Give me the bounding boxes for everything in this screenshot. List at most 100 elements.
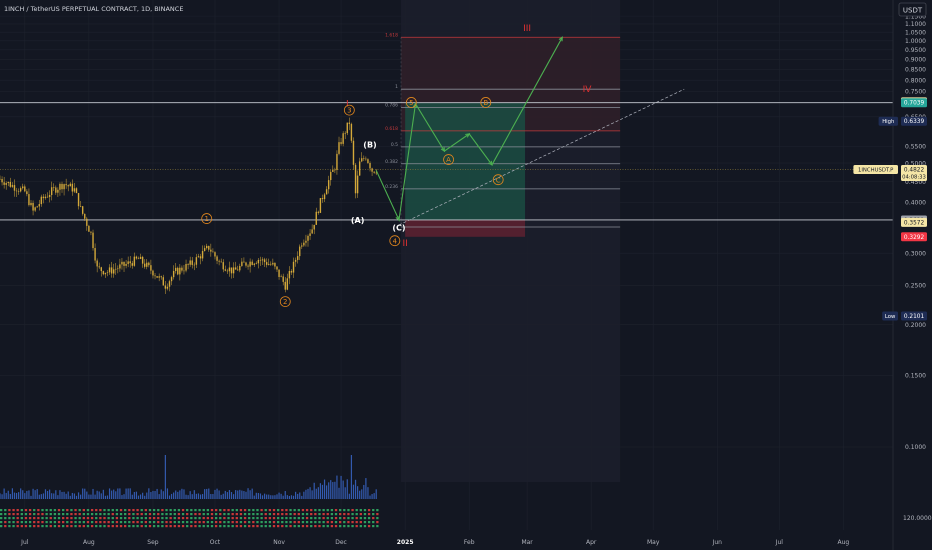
volume-bar bbox=[259, 493, 262, 499]
oscillator-cell bbox=[124, 517, 127, 520]
oscillator-cell bbox=[289, 517, 292, 520]
volume-bar bbox=[73, 493, 76, 499]
candle-body bbox=[50, 187, 53, 196]
volume-bar bbox=[24, 493, 26, 499]
oscillator-cell bbox=[214, 525, 218, 528]
oscillator-cell bbox=[281, 525, 284, 528]
volume-bar bbox=[146, 492, 148, 499]
currency-button[interactable]: USDT bbox=[898, 2, 927, 17]
candle-body bbox=[48, 195, 51, 197]
oscillator-cell bbox=[347, 513, 350, 516]
candle-body bbox=[137, 258, 140, 260]
candle-body bbox=[363, 158, 365, 159]
volume-bar bbox=[224, 490, 226, 499]
wave-label: (B) bbox=[363, 141, 376, 150]
oscillator-cell bbox=[8, 521, 11, 524]
oscillator-cell bbox=[140, 517, 143, 520]
volume-bar bbox=[28, 490, 30, 499]
candle-body bbox=[36, 206, 38, 208]
candle-body bbox=[369, 163, 371, 169]
oscillator-cell bbox=[281, 517, 284, 520]
y-tick-label: 0.9500 bbox=[905, 47, 926, 54]
oscillator-cell bbox=[235, 509, 238, 512]
oscillator-cell bbox=[115, 525, 119, 528]
volume-bar bbox=[69, 495, 71, 499]
candle-body bbox=[214, 252, 216, 257]
oscillator-cell bbox=[198, 509, 201, 512]
oscillator-cell bbox=[62, 517, 65, 520]
wave-label: 1 bbox=[204, 215, 208, 223]
candle-body bbox=[210, 249, 212, 252]
candle-body bbox=[175, 267, 177, 272]
oscillator-cell bbox=[12, 509, 15, 512]
volume-bar bbox=[100, 493, 102, 499]
price-tag-caption: Low bbox=[885, 314, 896, 320]
candle-body bbox=[46, 196, 49, 198]
oscillator-cell bbox=[347, 517, 350, 520]
oscillator-cell bbox=[214, 521, 218, 524]
oscillator-cell bbox=[376, 513, 379, 516]
oscillator-cell bbox=[74, 525, 77, 528]
volume-bar bbox=[212, 494, 214, 499]
volume-bar bbox=[133, 492, 135, 499]
candle-body bbox=[26, 191, 28, 195]
oscillator-cell bbox=[190, 513, 193, 516]
candle-body bbox=[40, 196, 43, 205]
volume-bar bbox=[294, 491, 297, 499]
volume-bar bbox=[206, 488, 208, 499]
oscillator-cell bbox=[140, 513, 143, 516]
candle-body bbox=[199, 256, 202, 259]
volume-bar bbox=[144, 495, 146, 499]
volume-bar bbox=[32, 488, 34, 499]
volume-bar bbox=[59, 490, 61, 499]
oscillator-cell bbox=[95, 525, 98, 528]
oscillator-cell bbox=[49, 521, 52, 524]
volume-bar bbox=[57, 495, 59, 499]
volume-bar bbox=[216, 488, 218, 499]
price-tag-caption-box bbox=[853, 164, 898, 174]
candle-body bbox=[350, 123, 353, 141]
oscillator-cell bbox=[12, 517, 15, 520]
price-tag-value: 0.4822 bbox=[904, 167, 925, 173]
oscillator-cell bbox=[243, 525, 247, 528]
volume-bar bbox=[249, 490, 251, 499]
volume-bar bbox=[104, 495, 107, 499]
volume-bar bbox=[98, 491, 100, 499]
volume-bar bbox=[22, 490, 24, 499]
oscillator-cell bbox=[322, 525, 325, 528]
oscillator-cell bbox=[57, 517, 61, 520]
candle-body bbox=[220, 261, 222, 263]
oscillator-cell bbox=[161, 517, 164, 520]
y-tick-label: 0.2000 bbox=[905, 322, 926, 329]
oscillator-cell bbox=[0, 525, 3, 528]
price-tag-caption: High bbox=[882, 119, 894, 125]
oscillator-cell bbox=[4, 517, 7, 520]
oscillator-cell bbox=[20, 513, 23, 516]
oscillator-cell bbox=[239, 521, 243, 524]
fib-label: 0.618 bbox=[385, 126, 398, 132]
long-stop-zone bbox=[405, 219, 526, 237]
oscillator-cell bbox=[165, 509, 168, 512]
oscillator-cell bbox=[351, 513, 354, 516]
oscillator-cell bbox=[210, 509, 214, 512]
candle-body bbox=[325, 189, 328, 195]
oscillator-cell bbox=[82, 509, 85, 512]
oscillator-cell bbox=[169, 513, 172, 516]
oscillator-cell bbox=[119, 509, 123, 512]
oscillator-cell bbox=[310, 517, 313, 520]
candle-body bbox=[212, 251, 214, 253]
y-tick-label: 0.1000 bbox=[905, 444, 926, 451]
volume-bar bbox=[119, 488, 121, 499]
volume-bar bbox=[106, 495, 109, 499]
candle-body bbox=[263, 259, 266, 263]
oscillator-cell bbox=[28, 517, 32, 520]
oscillator-cell bbox=[78, 517, 81, 520]
oscillator-cell bbox=[82, 513, 85, 516]
volume-bar bbox=[113, 489, 115, 499]
oscillator-cell bbox=[157, 521, 160, 524]
candle-body bbox=[282, 276, 284, 282]
candle-body bbox=[249, 261, 251, 267]
oscillator-cell bbox=[355, 525, 358, 528]
oscillator-cell bbox=[231, 513, 234, 516]
